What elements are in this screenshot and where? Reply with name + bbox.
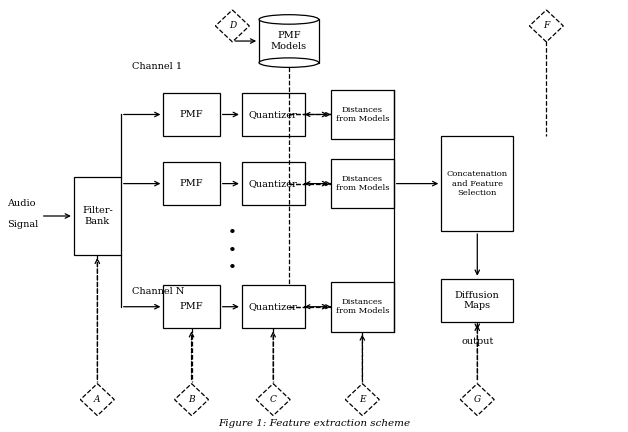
Text: PMF
Models: PMF Models <box>271 32 307 51</box>
Text: Channel 1: Channel 1 <box>132 63 182 71</box>
Text: A: A <box>94 395 100 404</box>
FancyBboxPatch shape <box>331 282 394 332</box>
Text: •: • <box>228 244 237 257</box>
FancyBboxPatch shape <box>331 159 394 209</box>
Text: Distances
from Models: Distances from Models <box>335 298 389 315</box>
Text: PMF: PMF <box>180 302 203 311</box>
FancyBboxPatch shape <box>242 93 305 136</box>
Text: Diffusion
Maps: Diffusion Maps <box>455 291 500 310</box>
Text: PMF: PMF <box>180 110 203 119</box>
Text: Concatenation
and Feature
Selection: Concatenation and Feature Selection <box>447 170 508 197</box>
Text: Channel N: Channel N <box>132 287 184 296</box>
Text: E: E <box>359 395 365 404</box>
Text: G: G <box>474 395 481 404</box>
Text: F: F <box>543 22 550 30</box>
Text: Quantizer: Quantizer <box>249 110 298 119</box>
Text: PMF: PMF <box>180 179 203 188</box>
Text: Audio: Audio <box>8 199 36 207</box>
FancyBboxPatch shape <box>74 177 121 255</box>
FancyBboxPatch shape <box>441 136 514 231</box>
Text: •: • <box>228 261 237 275</box>
Text: Distances
from Models: Distances from Models <box>335 106 389 123</box>
FancyBboxPatch shape <box>163 162 220 205</box>
Text: B: B <box>188 395 195 404</box>
FancyBboxPatch shape <box>259 19 319 63</box>
FancyBboxPatch shape <box>441 279 514 322</box>
Text: •: • <box>228 226 237 240</box>
FancyBboxPatch shape <box>331 90 394 139</box>
FancyBboxPatch shape <box>242 162 305 205</box>
Text: Distances
from Models: Distances from Models <box>335 175 389 192</box>
Text: C: C <box>270 395 276 404</box>
FancyBboxPatch shape <box>163 93 220 136</box>
Text: Quantizer: Quantizer <box>249 302 298 311</box>
Ellipse shape <box>259 58 319 67</box>
Text: Quantizer: Quantizer <box>249 179 298 188</box>
Text: Signal: Signal <box>8 220 39 229</box>
Text: D: D <box>229 22 236 30</box>
Text: output: output <box>461 337 494 346</box>
Text: Filter-
Bank: Filter- Bank <box>82 206 112 226</box>
Text: Figure 1: Feature extraction scheme: Figure 1: Feature extraction scheme <box>218 419 410 428</box>
Ellipse shape <box>259 15 319 24</box>
FancyBboxPatch shape <box>242 285 305 328</box>
FancyBboxPatch shape <box>163 285 220 328</box>
